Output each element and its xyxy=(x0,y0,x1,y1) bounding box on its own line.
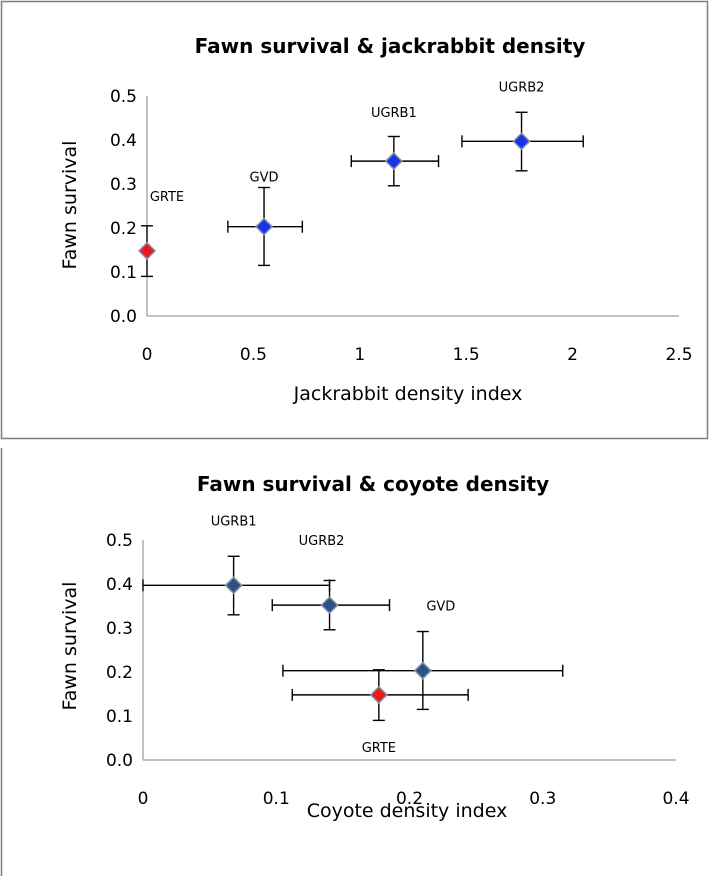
y-axis-title: Fawn survival xyxy=(59,141,81,270)
data-point xyxy=(512,132,531,151)
coyote-chart-panel: Fawn survival & coyote density Coyote de… xyxy=(0,448,709,876)
data-point xyxy=(137,241,157,260)
data-point xyxy=(254,217,274,236)
y-tick-label: 0.5 xyxy=(106,531,133,551)
x-tick-label: 2.5 xyxy=(665,345,692,365)
x-tick-label: 0.3 xyxy=(529,789,556,809)
y-tick-label: 0.1 xyxy=(106,707,133,727)
y-axis-title: Fawn survival xyxy=(59,582,81,711)
data-label: UGRB2 xyxy=(499,80,545,95)
x-tick-label: 0.1 xyxy=(263,789,290,809)
x-tick-label: 0 xyxy=(142,345,153,365)
x-tick-label: 0.4 xyxy=(662,789,689,809)
x-tick-label: 2 xyxy=(567,345,578,365)
data-point xyxy=(224,576,243,595)
y-tick-label: 0.5 xyxy=(110,87,137,107)
y-tick-label: 0.2 xyxy=(106,663,133,683)
x-tick-label: 1 xyxy=(354,345,365,365)
data-label: GVD xyxy=(250,171,279,186)
y-tick-label: 0.0 xyxy=(110,307,137,327)
data-point xyxy=(320,596,339,615)
data-label: UGRB1 xyxy=(211,514,257,529)
y-tick-label: 0.0 xyxy=(106,751,133,771)
y-tick-label: 0.1 xyxy=(110,263,137,283)
x-tick-label: 0 xyxy=(138,789,149,809)
jackrabbit-chart-panel: Fawn survival & jackrabbit density Jackr… xyxy=(0,0,709,440)
y-tick-label: 0.4 xyxy=(110,131,137,151)
y-tick-label: 0.3 xyxy=(110,175,137,195)
data-label: GVD xyxy=(426,600,455,615)
x-tick-label: 1.5 xyxy=(453,345,480,365)
jackrabbit-chart: Fawn survival & jackrabbit density Jackr… xyxy=(0,0,709,440)
coyote-chart: Fawn survival & coyote density Coyote de… xyxy=(0,448,690,876)
x-tick-label: 0.2 xyxy=(396,789,423,809)
y-tick-label: 0.4 xyxy=(106,575,133,595)
chart-title: Fawn survival & coyote density xyxy=(197,472,549,496)
data-point xyxy=(413,661,432,680)
chart-title: Fawn survival & jackrabbit density xyxy=(195,34,586,58)
y-tick-label: 0.2 xyxy=(110,219,137,239)
data-point xyxy=(384,152,403,171)
x-axis-title: Jackrabbit density index xyxy=(293,383,523,405)
data-label: GRTE xyxy=(150,190,184,205)
chart-border xyxy=(0,0,709,440)
data-label: GRTE xyxy=(362,741,396,756)
data-label: UGRB2 xyxy=(299,534,345,549)
y-tick-label: 0.3 xyxy=(106,619,133,639)
x-tick-label: 0.5 xyxy=(240,345,267,365)
data-label: UGRB1 xyxy=(371,106,417,121)
x-axis-title: Coyote density index xyxy=(307,800,508,822)
data-point xyxy=(369,685,388,704)
